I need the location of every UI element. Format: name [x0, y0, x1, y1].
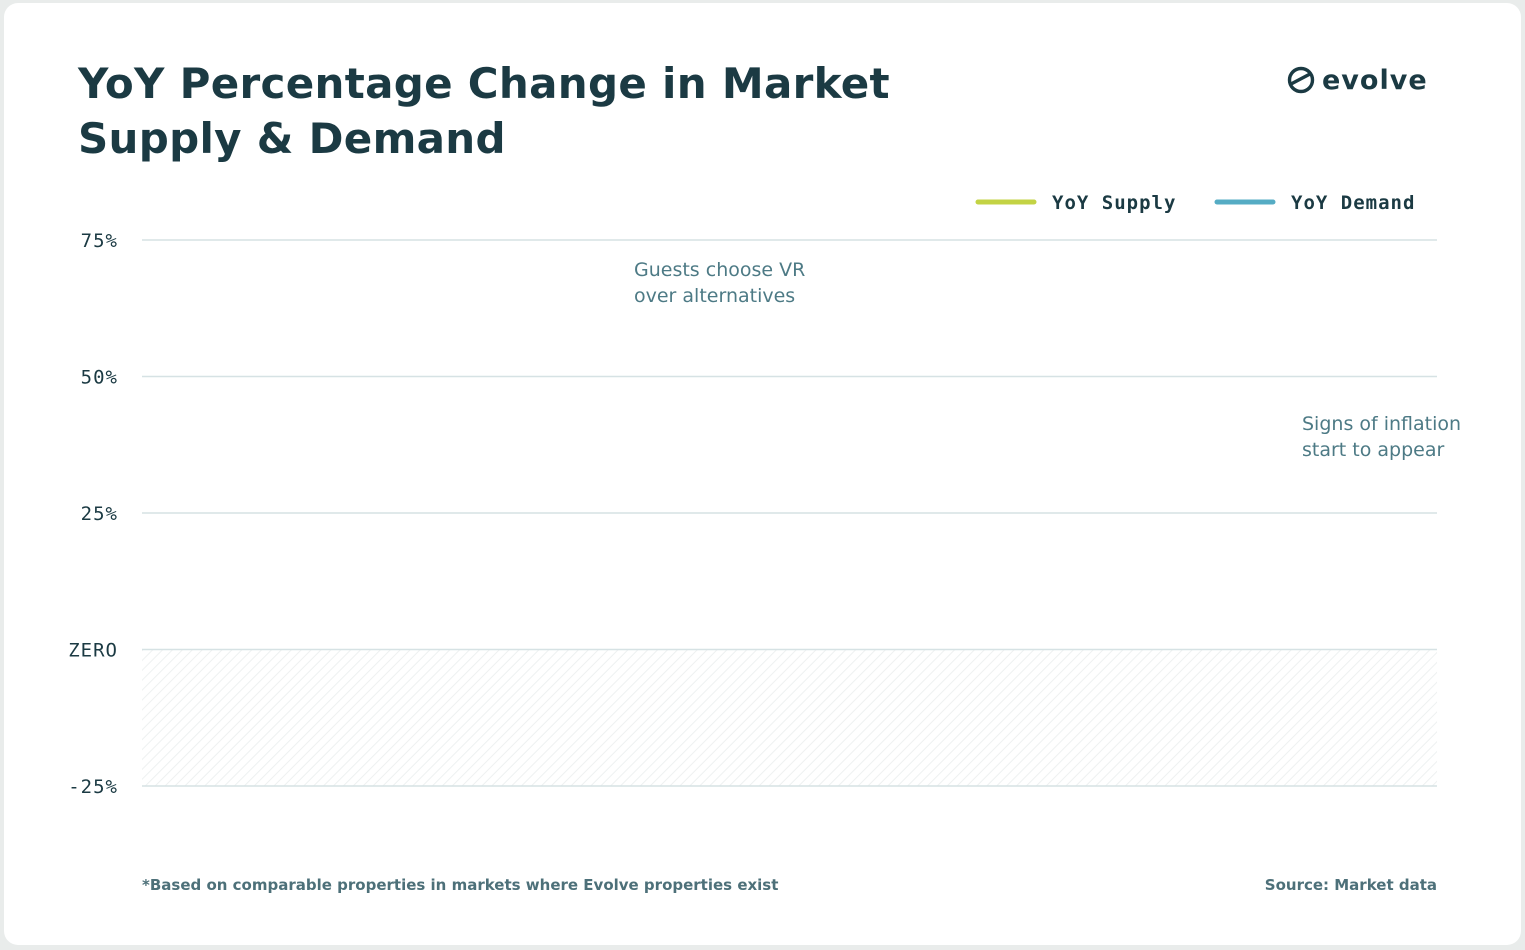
legend-label-1: YoY Demand [1291, 192, 1415, 214]
evolve-logo-text: evolve [1322, 64, 1428, 96]
negative-region [142, 649, 1437, 786]
y-tick-label-3: ZERO [68, 640, 118, 662]
legend-label-0: YoY Supply [1052, 192, 1176, 214]
evolve-logo-icon [1287, 66, 1315, 94]
y-tick-label-4: -25% [68, 776, 118, 798]
y-tick-label-2: 25% [81, 503, 118, 525]
annotation-1-line2: start to appear [1302, 439, 1445, 461]
chart-card [4, 3, 1521, 945]
footnote: *Based on comparable properties in marke… [142, 876, 779, 894]
source-note: Source: Market data [1264, 876, 1437, 894]
evolve-logo: evolve [1286, 62, 1428, 98]
annotation-0-line1: Guests choose VR [634, 259, 805, 281]
y-tick-label-0: 75% [81, 230, 118, 252]
annotation-1-line1: Signs of inflation [1302, 413, 1461, 435]
chart-title: YoY Percentage Change in Market Supply &… [78, 59, 890, 163]
annotation-0-line2: over alternatives [634, 285, 795, 307]
y-tick-label-1: 50% [81, 367, 118, 389]
